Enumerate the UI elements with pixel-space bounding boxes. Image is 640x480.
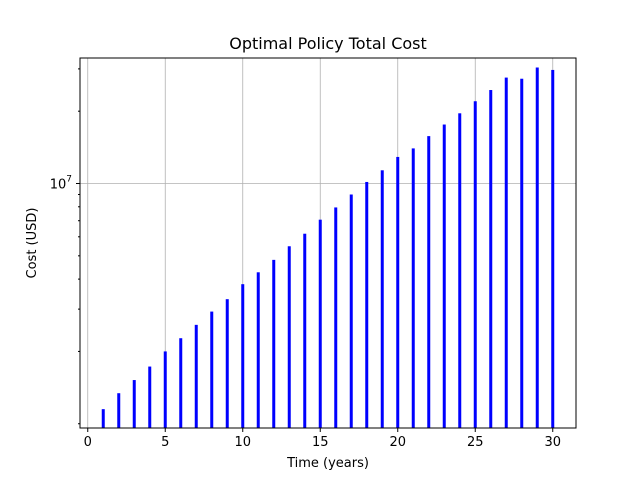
y-tick-label: 107 xyxy=(50,175,72,193)
x-tick-label: 5 xyxy=(161,435,169,450)
bar xyxy=(489,90,493,429)
bar xyxy=(396,156,400,428)
bar xyxy=(551,69,555,428)
bar xyxy=(535,67,539,428)
bar xyxy=(520,78,524,428)
bar xyxy=(380,170,384,429)
x-tick-label: 25 xyxy=(467,435,484,450)
bar xyxy=(194,324,198,428)
bar xyxy=(132,380,136,428)
plot-frame xyxy=(79,57,577,429)
bar xyxy=(101,409,105,428)
bars-layer xyxy=(101,67,555,429)
bar xyxy=(256,272,260,428)
bar xyxy=(334,207,338,428)
bar xyxy=(473,101,477,428)
ticks-layer: 0 5 10 15 20 25 30 107 xyxy=(50,68,561,450)
chart-title: Optimal Policy Total Cost xyxy=(229,34,427,53)
bar xyxy=(163,351,167,428)
x-tick-label: 30 xyxy=(544,435,561,450)
bar xyxy=(318,219,322,428)
bar xyxy=(148,366,152,428)
bar xyxy=(241,284,245,428)
bar xyxy=(179,338,183,428)
bar xyxy=(225,299,229,428)
bar xyxy=(458,113,462,428)
x-tick-label: 20 xyxy=(389,435,406,450)
x-tick-label: 10 xyxy=(234,435,251,450)
y-axis-label: Cost (USD) xyxy=(25,208,40,279)
bar xyxy=(349,194,353,428)
x-tick-label: 15 xyxy=(312,435,329,450)
grid-layer xyxy=(80,58,576,428)
bar xyxy=(287,246,291,428)
bar xyxy=(442,124,446,429)
bar xyxy=(411,148,415,428)
bar xyxy=(272,259,276,428)
bar xyxy=(303,233,307,428)
bar xyxy=(210,311,214,428)
bar xyxy=(427,136,431,428)
x-tick-label: 0 xyxy=(84,435,92,450)
bar xyxy=(365,181,369,428)
bar xyxy=(504,77,508,429)
x-axis-label: Time (years) xyxy=(286,456,369,471)
bar xyxy=(117,393,121,428)
